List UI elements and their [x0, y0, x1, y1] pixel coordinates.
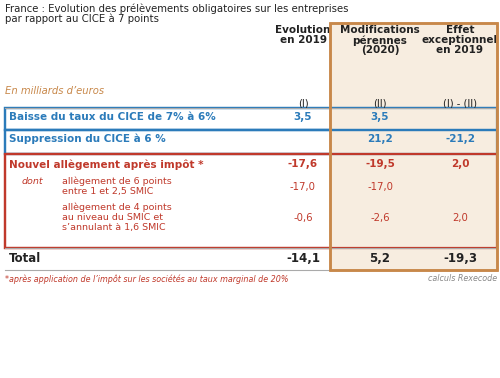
Text: -17,0: -17,0	[367, 182, 393, 192]
Text: Suppression du CICE à 6 %: Suppression du CICE à 6 %	[9, 134, 166, 144]
Bar	[330, 130, 497, 154]
Text: en 2019: en 2019	[280, 35, 326, 45]
Bar	[5, 130, 497, 154]
Text: 5,2: 5,2	[370, 252, 390, 265]
Bar	[5, 108, 497, 130]
Text: par rapport au CICE à 7 points: par rapport au CICE à 7 points	[5, 13, 159, 23]
Text: calculs Rexecode: calculs Rexecode	[428, 274, 497, 283]
Text: dont: dont	[22, 177, 44, 186]
Text: France : Evolution des prélèvements obligatoires sur les entreprises: France : Evolution des prélèvements obli…	[5, 3, 348, 14]
Bar	[330, 248, 497, 270]
Bar	[330, 23, 497, 270]
Text: 21,2: 21,2	[367, 134, 393, 144]
Text: exceptionnel: exceptionnel	[422, 35, 498, 45]
Bar	[330, 23, 497, 270]
Bar	[330, 108, 497, 130]
Text: Modifications: Modifications	[340, 25, 420, 35]
Text: entre 1 et 2,5 SMIC: entre 1 et 2,5 SMIC	[62, 187, 154, 196]
Text: s’annulant à 1,6 SMIC: s’annulant à 1,6 SMIC	[62, 223, 166, 232]
Text: Effet: Effet	[446, 25, 474, 35]
Bar	[5, 154, 497, 248]
Text: *après application de l’impôt sur les sociétés au taux marginal de 20%: *après application de l’impôt sur les so…	[5, 274, 288, 284]
Text: (2020): (2020)	[361, 45, 399, 55]
Text: -2,6: -2,6	[370, 213, 390, 223]
Text: (I) - (II): (I) - (II)	[443, 98, 477, 108]
Text: allègement de 6 points: allègement de 6 points	[62, 177, 172, 186]
Text: En milliards d’euros: En milliards d’euros	[5, 86, 104, 96]
Text: 3,5: 3,5	[371, 112, 389, 122]
Text: -19,3: -19,3	[443, 252, 477, 265]
Text: -17,6: -17,6	[288, 159, 318, 169]
Bar	[5, 154, 497, 248]
Bar	[5, 130, 497, 154]
Text: (I): (I)	[298, 98, 308, 108]
Text: 2,0: 2,0	[452, 213, 468, 223]
Text: -17,0: -17,0	[290, 182, 316, 192]
Text: 2,0: 2,0	[451, 159, 469, 169]
Text: Total: Total	[9, 252, 41, 265]
Text: -19,5: -19,5	[365, 159, 395, 169]
Text: -14,1: -14,1	[286, 252, 320, 265]
Text: -21,2: -21,2	[445, 134, 475, 144]
Text: Baisse du taux du CICE de 7% à 6%: Baisse du taux du CICE de 7% à 6%	[9, 112, 216, 122]
Text: au niveau du SMIC et: au niveau du SMIC et	[62, 213, 163, 222]
Text: pérennes: pérennes	[352, 35, 408, 45]
Text: en 2019: en 2019	[436, 45, 484, 55]
Text: Nouvel allègement après impôt *: Nouvel allègement après impôt *	[9, 159, 203, 169]
Text: (II): (II)	[373, 98, 387, 108]
Text: 3,5: 3,5	[294, 112, 312, 122]
Bar	[5, 108, 497, 130]
Text: Evolution: Evolution	[276, 25, 330, 35]
Bar	[330, 154, 497, 248]
Text: allègement de 4 points: allègement de 4 points	[62, 203, 172, 212]
Bar	[330, 23, 497, 270]
Text: -0,6: -0,6	[293, 213, 313, 223]
